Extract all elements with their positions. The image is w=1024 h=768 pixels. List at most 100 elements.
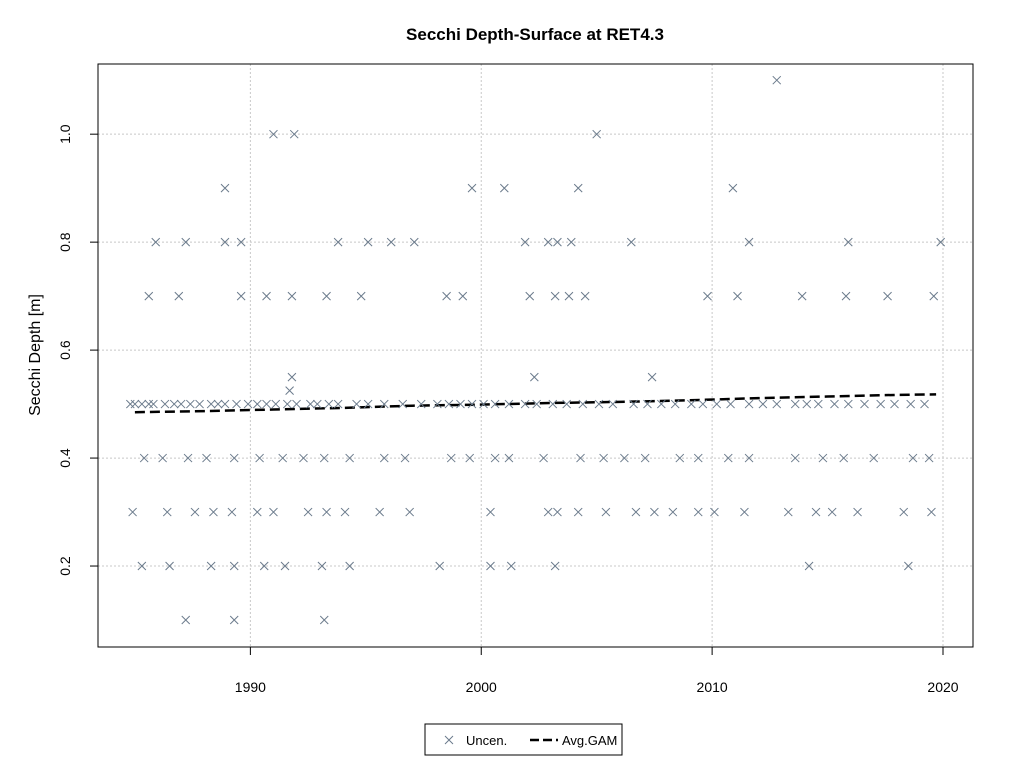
data-point bbox=[345, 453, 355, 463]
data-point bbox=[456, 399, 465, 409]
data-point bbox=[278, 453, 288, 463]
data-point bbox=[352, 399, 361, 409]
y-axis-label: Secchi Depth [m] bbox=[27, 294, 44, 416]
x-tick-label: 1990 bbox=[235, 679, 266, 695]
data-point bbox=[543, 507, 553, 517]
data-point bbox=[292, 399, 301, 409]
data-point bbox=[181, 615, 191, 625]
data-point bbox=[282, 399, 292, 409]
data-point bbox=[908, 453, 918, 463]
data-point bbox=[869, 453, 879, 463]
data-point bbox=[149, 399, 158, 409]
data-point bbox=[936, 237, 946, 247]
data-point bbox=[728, 183, 738, 193]
data-point bbox=[853, 507, 862, 517]
data-point bbox=[190, 507, 200, 517]
data-point bbox=[379, 453, 389, 463]
data-point bbox=[144, 399, 154, 409]
data-point bbox=[712, 399, 722, 409]
data-point bbox=[576, 453, 585, 463]
gam-line bbox=[134, 393, 937, 414]
data-point bbox=[458, 291, 468, 301]
x-tick-label: 2000 bbox=[466, 679, 497, 695]
data-point bbox=[843, 237, 853, 247]
data-point bbox=[195, 399, 204, 409]
data-point bbox=[363, 237, 373, 247]
plot-frame bbox=[97, 63, 974, 648]
data-point bbox=[236, 237, 246, 247]
data-point bbox=[703, 291, 712, 301]
data-point bbox=[280, 561, 290, 571]
data-point bbox=[504, 399, 514, 409]
data-point bbox=[920, 399, 929, 409]
data-point bbox=[740, 507, 749, 517]
data-point bbox=[830, 399, 839, 409]
data-point bbox=[550, 291, 560, 301]
x-tick-label: 2020 bbox=[927, 679, 958, 695]
data-point bbox=[543, 237, 553, 247]
data-point bbox=[386, 237, 396, 247]
data-point bbox=[375, 507, 385, 517]
data-point bbox=[608, 399, 618, 409]
data-point bbox=[229, 615, 239, 625]
y-tick-label: 1.0 bbox=[57, 124, 73, 144]
data-point bbox=[324, 399, 334, 409]
data-point bbox=[176, 399, 186, 409]
data-point bbox=[243, 399, 253, 409]
data-point bbox=[379, 399, 389, 409]
data-point bbox=[319, 453, 329, 463]
y-axis: 0.2 0.4 0.6 0.8 1.0 bbox=[57, 124, 98, 576]
data-point bbox=[723, 453, 733, 463]
data-point bbox=[818, 453, 828, 463]
data-point bbox=[520, 399, 530, 409]
data-point bbox=[209, 507, 218, 517]
data-point bbox=[181, 237, 191, 247]
data-point bbox=[252, 507, 262, 517]
data-point bbox=[640, 453, 650, 463]
data-point bbox=[490, 399, 500, 409]
data-point bbox=[220, 399, 230, 409]
y-tick-label: 0.4 bbox=[57, 448, 73, 468]
data-point bbox=[758, 399, 768, 409]
data-point bbox=[876, 399, 886, 409]
data-point bbox=[904, 561, 913, 571]
legend-label-uncen: Uncen. bbox=[466, 733, 507, 748]
data-point bbox=[333, 237, 343, 247]
data-point bbox=[299, 453, 308, 463]
data-point bbox=[899, 507, 909, 517]
data-point bbox=[626, 237, 636, 247]
data-point bbox=[744, 399, 754, 409]
data-point bbox=[906, 399, 916, 409]
data-point bbox=[356, 291, 366, 301]
data-point bbox=[668, 507, 678, 517]
legend-x-icon bbox=[444, 735, 454, 745]
data-point bbox=[802, 399, 812, 409]
data-point bbox=[573, 183, 583, 193]
data-point bbox=[924, 453, 934, 463]
data-point bbox=[573, 507, 583, 517]
data-point bbox=[229, 561, 239, 571]
data-point bbox=[929, 291, 939, 301]
data-point bbox=[185, 399, 195, 409]
data-point bbox=[562, 399, 572, 409]
data-point bbox=[670, 399, 680, 409]
data-point bbox=[183, 453, 193, 463]
data-point bbox=[594, 399, 604, 409]
data-point bbox=[790, 399, 800, 409]
data-point bbox=[262, 291, 271, 301]
data-point bbox=[890, 399, 899, 409]
data-point bbox=[532, 399, 542, 409]
data-point bbox=[322, 291, 331, 301]
y-tick-label: 0.2 bbox=[57, 556, 73, 576]
data-point bbox=[675, 453, 685, 463]
data-point bbox=[548, 399, 558, 409]
data-point bbox=[744, 237, 754, 247]
data-point bbox=[599, 453, 608, 463]
data-point bbox=[601, 507, 611, 517]
data-point bbox=[128, 507, 137, 517]
legend-marker-uncen bbox=[444, 735, 454, 745]
data-point bbox=[839, 453, 849, 463]
data-point bbox=[467, 183, 477, 193]
data-point bbox=[232, 399, 241, 409]
